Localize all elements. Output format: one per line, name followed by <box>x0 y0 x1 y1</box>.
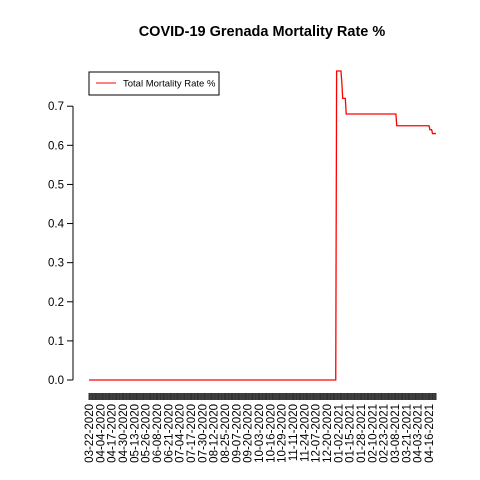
x-tick-label: 04-17-2020 <box>107 404 119 463</box>
x-tick-label: 09-20-2020 <box>243 404 255 463</box>
x-tick-label: 08-12-2020 <box>209 404 221 463</box>
x-tick-label: 03-22-2020 <box>84 404 96 463</box>
x-tick-label: 09-07-2020 <box>231 404 243 463</box>
legend: Total Mortality Rate % <box>88 71 220 96</box>
y-tick-label: 0.3 <box>48 258 64 270</box>
legend-entry: Total Mortality Rate % <box>123 79 216 90</box>
x-tick-label: 04-03-2021 <box>413 404 425 463</box>
x-tick-label: 08-25-2020 <box>220 404 232 463</box>
y-tick-label: 0.5 <box>48 179 64 191</box>
x-tick-label: 07-17-2020 <box>186 404 198 463</box>
chart-title: COVID-19 Grenada Mortality Rate % <box>139 24 386 40</box>
x-tick-label: 01-28-2021 <box>356 404 368 463</box>
y-tick-label: 0.1 <box>48 336 64 348</box>
x-tick-label: 05-26-2020 <box>141 404 153 463</box>
x-tick-label: 10-03-2020 <box>254 404 266 463</box>
series-line-total-mortality-rate <box>89 70 436 381</box>
x-tick-label: 04-04-2020 <box>95 404 107 463</box>
x-tick-label: 05-13-2020 <box>129 404 141 463</box>
x-tick-label: 01-15-2021 <box>345 404 357 463</box>
x-tick-label: 03-21-2021 <box>401 404 413 463</box>
y-tick-label: 0.6 <box>48 140 64 152</box>
x-tick-label: 12-20-2020 <box>322 404 334 463</box>
plot-area: 0.0 0.1 0.2 0.3 0.4 0.5 0.6 0.7 03-22-2020 04-04-… <box>48 70 437 463</box>
x-tick-label: 04-30-2020 <box>118 404 130 463</box>
x-tick-label: 04-16-2021 <box>424 404 436 463</box>
y-tick-label: 0.4 <box>48 219 65 231</box>
x-tick-label: 06-08-2020 <box>152 404 164 463</box>
x-tick-label: 11-11-2020 <box>288 404 300 461</box>
x-tick-label: 02-10-2021 <box>367 404 379 463</box>
x-tick-label: 10-29-2020 <box>277 404 289 463</box>
y-tick-label: 0.2 <box>48 297 64 309</box>
x-tick-label: 10-16-2020 <box>265 404 277 463</box>
y-tick-label: 0.0 <box>48 375 64 387</box>
x-tick-label: 07-30-2020 <box>197 404 209 463</box>
legend-box <box>88 71 220 96</box>
x-tick-label: 07-04-2020 <box>175 404 187 463</box>
x-tick-label: 11-24-2020 <box>299 404 311 462</box>
y-tick-label: 0.7 <box>48 101 64 113</box>
x-tick-label: 12-07-2020 <box>311 404 323 463</box>
x-tick-label: 02-23-2021 <box>379 404 391 463</box>
x-tick-label: 06-21-2020 <box>163 404 175 463</box>
x-tick-label: 03-08-2021 <box>390 404 402 463</box>
x-tick-label: 01-02-2021 <box>333 404 345 463</box>
